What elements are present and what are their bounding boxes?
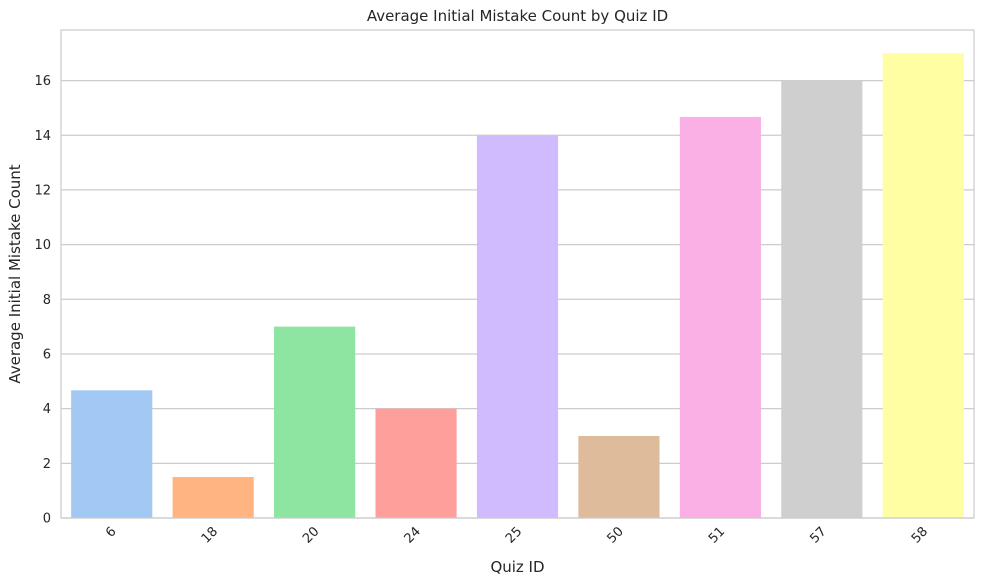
x-axis-label: Quiz ID [490,558,544,576]
bar-57 [781,80,863,519]
bars [71,53,964,519]
x-tick-label: 25 [503,524,525,546]
x-tick-label: 51 [706,524,728,546]
x-tick-labels: 6 18 20 24 25 50 51 57 58 [103,524,931,546]
bar-58 [882,53,964,518]
y-tick-labels: 0 2 4 6 8 10 12 14 16 [34,74,51,526]
x-tick-label: 58 [909,524,931,546]
x-tick-label: 18 [199,524,221,546]
bar-24 [375,408,457,518]
y-tick-label: 14 [34,129,51,144]
bar-18 [172,476,254,518]
y-tick-label: 16 [34,74,51,89]
x-tick-label: 57 [807,524,829,546]
y-tick-label: 12 [34,183,51,198]
x-tick-label: 6 [103,524,119,540]
bar-50 [578,435,660,518]
chart-title: Average Initial Mistake Count by Quiz ID [367,7,668,25]
x-tick-label: 20 [300,524,322,546]
x-tick-label: 24 [402,524,424,546]
y-tick-label: 6 [43,347,51,362]
bar-20 [274,326,356,518]
y-tick-label: 4 [43,402,51,417]
bar-51 [679,116,761,519]
y-tick-label: 0 [43,512,51,527]
bar-25 [476,135,559,519]
y-tick-label: 10 [34,238,51,253]
x-tick-label: 50 [604,524,626,546]
y-tick-label: 8 [43,293,51,308]
y-axis-label: Average Initial Mistake Count [6,164,24,383]
bar-6 [71,390,153,518]
y-tick-label: 2 [43,457,51,472]
plot-frame [60,29,975,519]
